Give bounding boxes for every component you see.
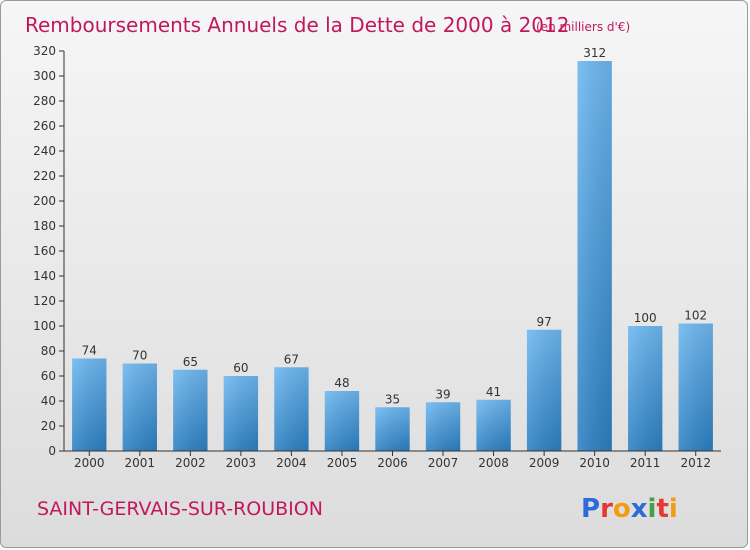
chart-title: Remboursements Annuels de la Dette de 20… — [25, 13, 569, 37]
bar-value-label: 74 — [82, 344, 97, 358]
svg-text:Proxiti: Proxiti — [581, 494, 678, 524]
y-axis: 0 20 40 60 80 100 120 140 160 180 200 220 240 260 280 3… — [33, 44, 65, 458]
x-tick-label: 2005 — [327, 456, 358, 470]
chart-subtitle: (en milliers d'€) — [536, 20, 630, 34]
bar-shade — [476, 399, 511, 451]
x-tick-label: 2012 — [680, 456, 711, 470]
y-tick-label: 280 — [33, 94, 56, 108]
bar-shade — [72, 358, 107, 451]
y-tick-label: 300 — [33, 69, 56, 83]
x-tick-label: 2004 — [276, 456, 307, 470]
bar-value-label: 41 — [486, 385, 501, 399]
x-tick-label: 2008 — [478, 456, 509, 470]
y-tick-label: 240 — [33, 144, 56, 158]
bar-shade — [223, 376, 259, 451]
y-tick-label: 100 — [33, 319, 56, 333]
y-tick-label: 80 — [41, 344, 56, 358]
x-tick-label: 2007 — [428, 456, 459, 470]
bar-value-label: 48 — [334, 376, 349, 390]
commune-name: SAINT-GERVAIS-SUR-ROUBION — [37, 498, 323, 520]
bar-shade — [526, 329, 562, 451]
y-tick-label: 260 — [33, 119, 56, 133]
y-tick-label: 60 — [41, 369, 56, 383]
x-tick-label: 2009 — [529, 456, 560, 470]
proxiti-logo: Proxiti — [581, 494, 678, 524]
bar-value-label: 70 — [132, 349, 147, 363]
y-tick-label: 200 — [33, 194, 56, 208]
bar-value-label: 35 — [385, 392, 400, 406]
x-axis: 2000 2001 2002 2003 2004 2005 2006 2007 2008 2009… — [64, 450, 721, 470]
y-tick-label: 140 — [33, 269, 56, 283]
y-tick-label: 120 — [33, 294, 56, 308]
bar-shade — [628, 326, 663, 451]
bar-value-label: 97 — [536, 315, 551, 329]
x-tick-label: 2002 — [175, 456, 206, 470]
y-tick-label: 20 — [41, 419, 56, 433]
bar-shade — [173, 369, 208, 451]
bar-value-label: 67 — [284, 352, 299, 366]
y-tick-label: 160 — [33, 244, 56, 258]
bars-group: 74 70 65 60 67 48 35 39 41 97 312 100 102 — [72, 46, 713, 451]
x-tick-label: 2010 — [579, 456, 610, 470]
bar-value-label: 100 — [634, 311, 657, 325]
y-tick-label: 180 — [33, 219, 56, 233]
x-tick-label: 2001 — [125, 456, 156, 470]
bar-shade — [324, 391, 360, 451]
bar-value-label: 39 — [435, 387, 450, 401]
bar-value-label: 60 — [233, 361, 248, 375]
x-tick-label: 2003 — [226, 456, 257, 470]
y-tick-label: 220 — [33, 169, 56, 183]
x-tick-label: 2000 — [74, 456, 105, 470]
bar-shade — [122, 363, 157, 451]
x-tick-label: 2006 — [377, 456, 408, 470]
bar-shade — [375, 407, 410, 451]
x-tick-label: 2011 — [630, 456, 661, 470]
y-tick-label: 0 — [48, 444, 56, 458]
bar-value-label: 65 — [183, 355, 198, 369]
bar-value-label: 102 — [684, 309, 707, 323]
bar-shade — [274, 367, 309, 451]
bar-shade — [577, 61, 612, 451]
bar-value-label: 312 — [583, 46, 606, 60]
bar-shade — [425, 402, 461, 451]
y-tick-label: 320 — [33, 44, 56, 58]
y-tick-label: 40 — [41, 394, 56, 408]
bar-shade — [678, 323, 713, 451]
